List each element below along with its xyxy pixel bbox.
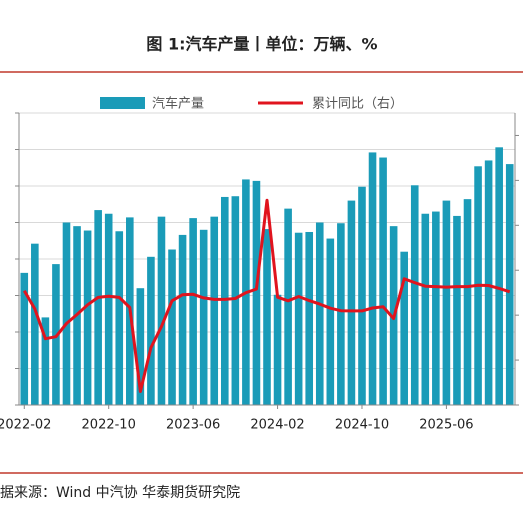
bar — [104, 213, 113, 405]
line-series — [23, 198, 511, 393]
bar — [115, 231, 124, 405]
source: 据来源：Wind 中汽协 华泰期货研究院 — [0, 484, 240, 501]
bar — [83, 230, 92, 405]
bar — [252, 180, 261, 405]
bar — [157, 216, 166, 405]
bar — [231, 196, 240, 405]
bar — [495, 147, 503, 405]
x-tick-label: 2023-06 — [166, 418, 220, 433]
chart-title: 图 1:汽车产量丨单位：万辆、% — [146, 35, 377, 54]
x-tick-label: 2022-02 — [0, 418, 51, 433]
bar — [368, 152, 377, 405]
bar — [453, 215, 461, 405]
bar — [178, 234, 187, 405]
bar — [168, 249, 176, 405]
bar — [347, 200, 356, 405]
bar — [337, 223, 345, 405]
bar — [315, 222, 324, 405]
x-tick-label: 2024-02 — [250, 418, 304, 433]
bar — [136, 288, 145, 405]
bar — [379, 157, 387, 405]
bar — [62, 222, 71, 405]
bar — [305, 231, 314, 405]
bar — [210, 216, 219, 405]
legend-label: 累计同比（右） — [312, 97, 403, 112]
bar — [220, 196, 229, 405]
bar — [189, 218, 197, 405]
bar — [294, 232, 303, 405]
legend-swatch — [100, 97, 145, 109]
bar — [31, 243, 39, 405]
bar — [199, 229, 208, 405]
legend-label: 汽车产量 — [152, 96, 204, 112]
bar — [284, 208, 292, 405]
bar — [484, 160, 493, 405]
bar — [432, 211, 440, 405]
bar — [263, 229, 271, 405]
bar — [273, 294, 282, 405]
bar — [505, 164, 514, 405]
bar — [410, 185, 419, 405]
bar — [20, 272, 29, 405]
bar — [326, 238, 335, 405]
bar — [358, 186, 366, 405]
bar — [41, 317, 50, 405]
bar — [94, 210, 102, 405]
bar — [400, 251, 408, 405]
x-tick-label: 2025-06 — [419, 418, 473, 433]
bar — [147, 256, 155, 405]
x-tick-label: 2024-10 — [335, 418, 389, 433]
bar — [463, 199, 472, 405]
bar — [442, 200, 451, 405]
x-tick-label: 2022-10 — [82, 418, 136, 433]
bar — [421, 213, 430, 405]
